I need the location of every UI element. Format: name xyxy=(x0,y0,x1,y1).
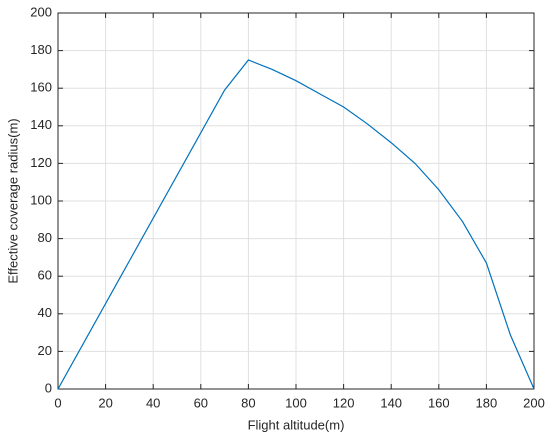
x-tick-label: 140 xyxy=(380,395,402,410)
axes-box xyxy=(57,12,535,390)
x-tick-label: 20 xyxy=(98,395,112,410)
x-tick-label: 0 xyxy=(54,395,61,410)
x-axis-label: Flight altitude(m) xyxy=(248,417,345,432)
x-tick-label: 180 xyxy=(476,395,498,410)
y-tick-label: 20 xyxy=(38,343,52,358)
y-tick-label: 40 xyxy=(38,305,52,320)
x-tick-label: 100 xyxy=(285,395,307,410)
y-tick-label: 120 xyxy=(30,155,52,170)
x-tick-label: 40 xyxy=(146,395,160,410)
y-tick-label: 160 xyxy=(30,80,52,95)
x-tick-label: 120 xyxy=(333,395,355,410)
x-tick-label: 80 xyxy=(241,395,255,410)
y-tick-label: 180 xyxy=(30,42,52,57)
y-tick-label: 0 xyxy=(45,380,52,395)
y-tick-label: 140 xyxy=(30,117,52,132)
y-tick-label: 60 xyxy=(38,268,52,283)
x-tick-label: 200 xyxy=(523,395,545,410)
y-tick-label: 200 xyxy=(30,4,52,19)
y-tick-label: 100 xyxy=(30,192,52,207)
y-axis-label: Effective coverage radius(m) xyxy=(5,118,20,283)
data-line xyxy=(57,59,535,390)
y-tick-label: 80 xyxy=(38,230,52,245)
x-tick-label: 60 xyxy=(194,395,208,410)
x-tick-label: 160 xyxy=(428,395,450,410)
